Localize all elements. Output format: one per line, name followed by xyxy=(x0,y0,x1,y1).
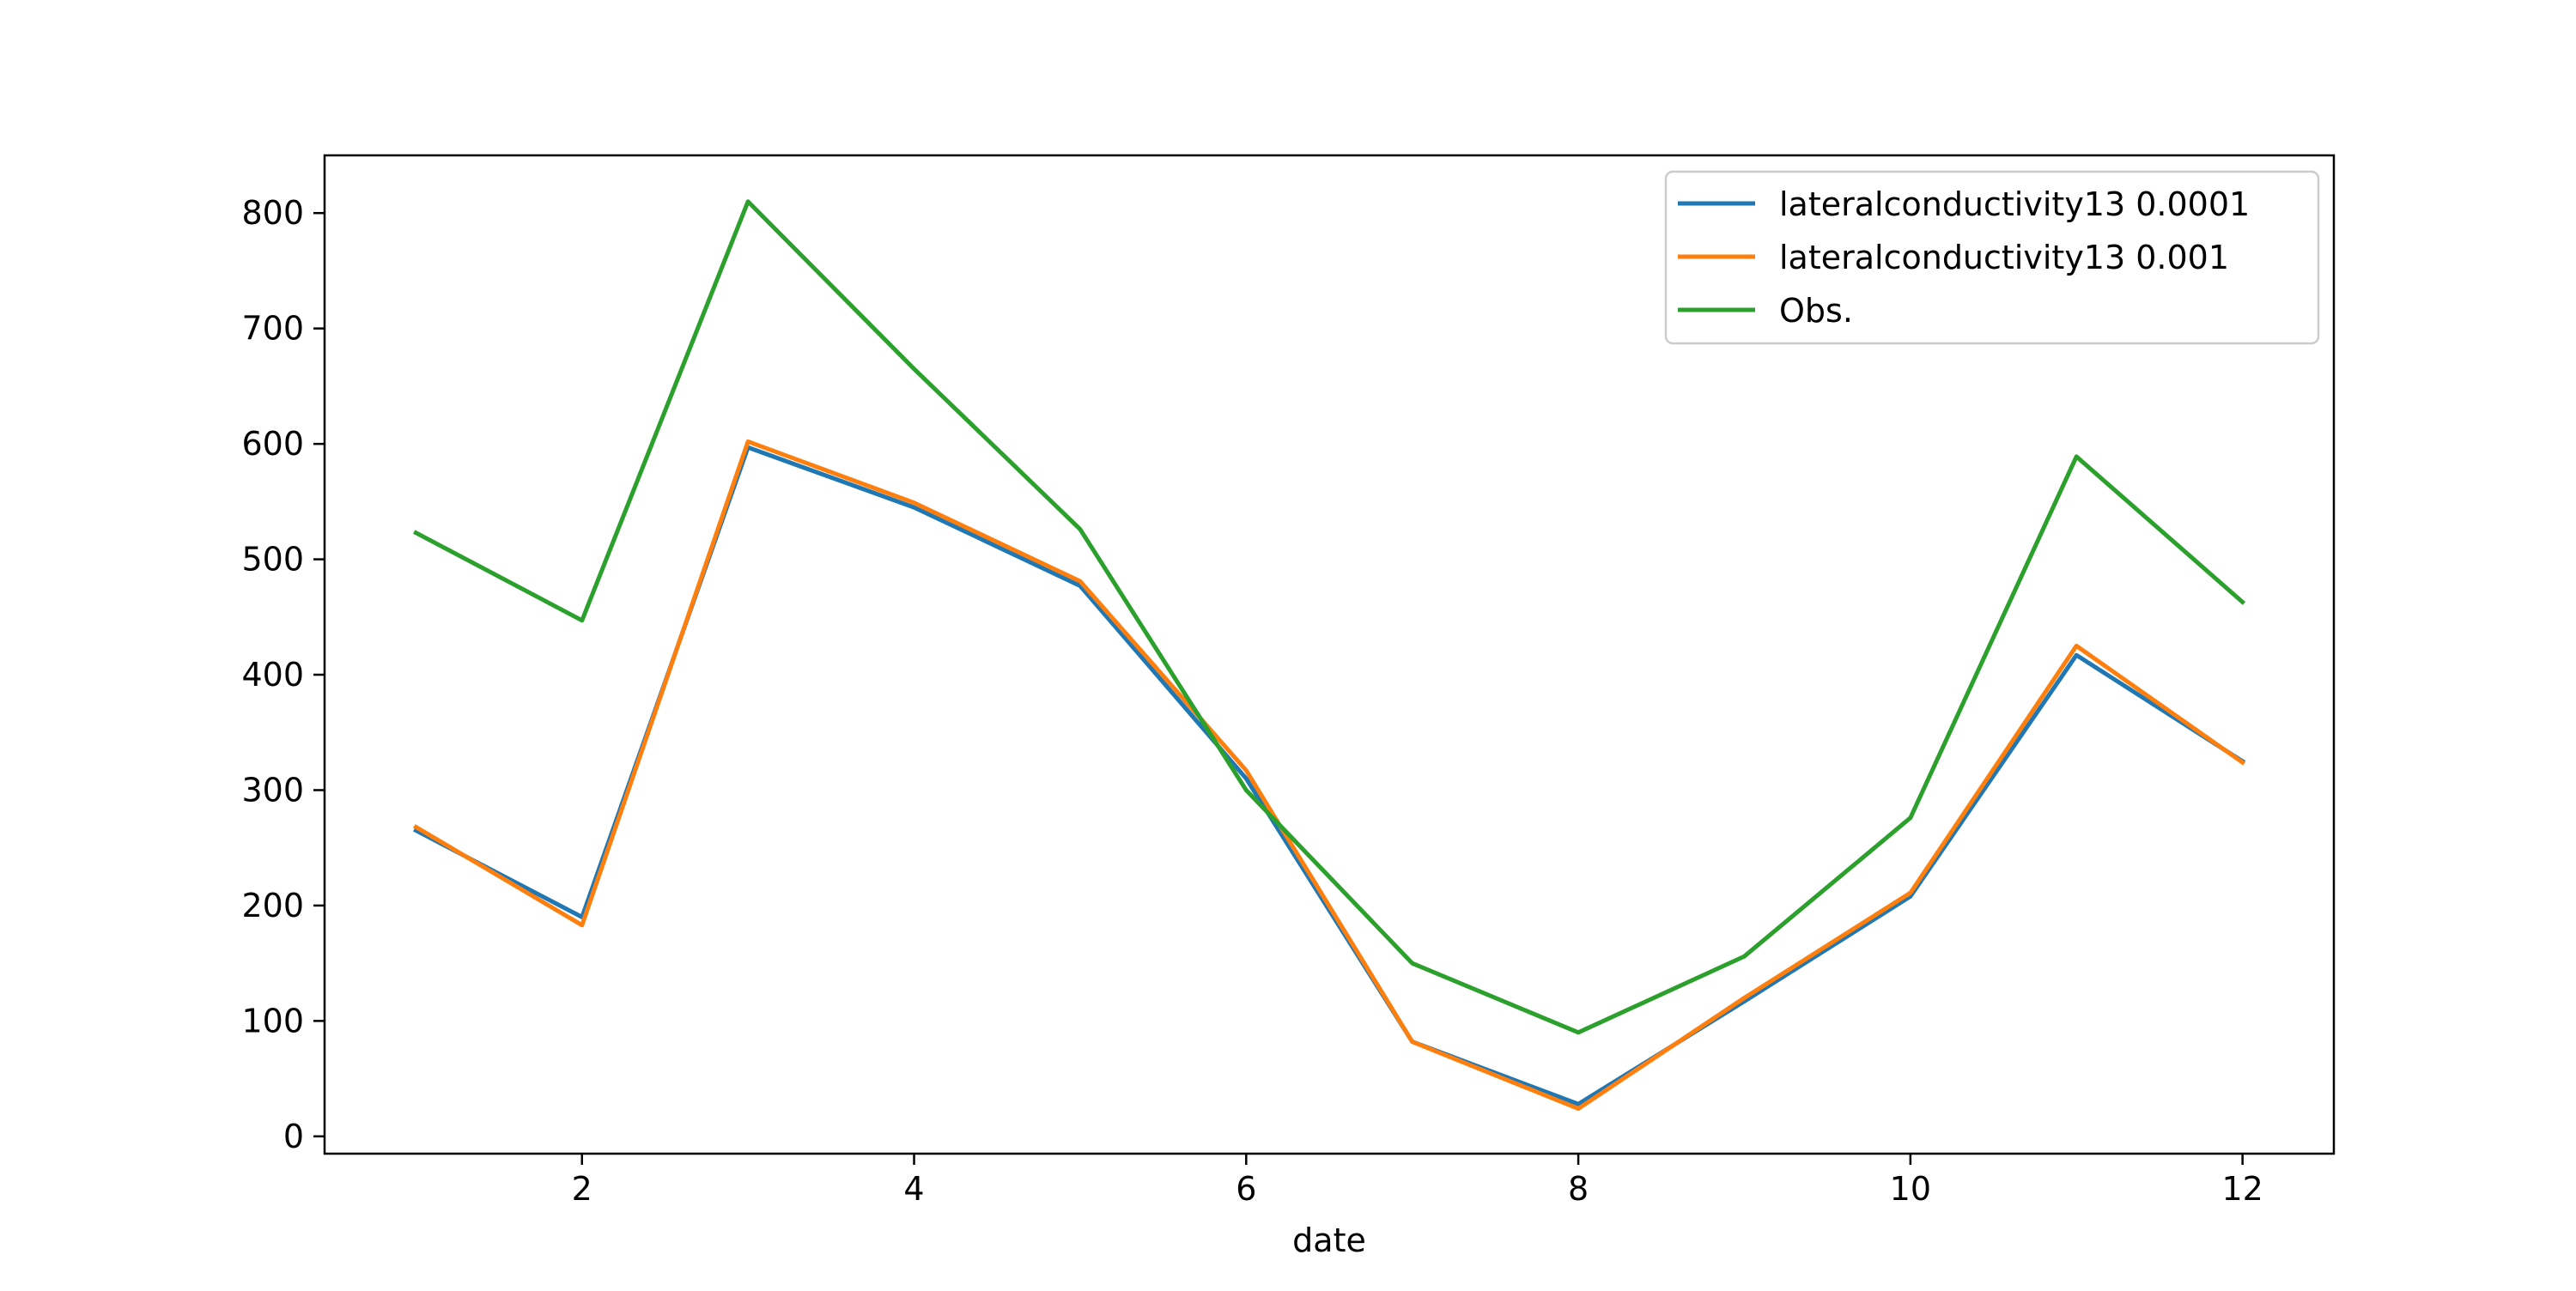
legend-box xyxy=(1664,170,2320,345)
x-tick-label: 2 xyxy=(572,1170,592,1208)
y-tick-label: 400 xyxy=(241,656,304,694)
y-tick-label: 200 xyxy=(241,887,304,924)
y-tick-label: 300 xyxy=(241,771,304,809)
axes-layer: 2 4 6 8 10 12 0 100 200 300 400 500 600 700 800 date xyxy=(241,154,2336,1259)
x-tick-label: 6 xyxy=(1236,1170,1256,1208)
y-tick-label: 800 xyxy=(241,194,304,232)
y-tick-label: 100 xyxy=(241,1002,304,1039)
series-layer xyxy=(412,199,2246,1112)
legend-label-2: Obs. xyxy=(1779,292,1853,330)
series-line-1 xyxy=(412,439,2246,1112)
y-tick-label: 500 xyxy=(241,541,304,579)
legend-label-0: lateralconductivity13 0.0001 xyxy=(1779,185,2250,223)
legend: lateralconductivity13 0.0001 lateralcondu… xyxy=(1664,170,2320,345)
x-axis-label: date xyxy=(1292,1221,1366,1259)
x-tick-label: 10 xyxy=(1890,1170,1931,1208)
x-tick-label: 12 xyxy=(2221,1170,2263,1208)
plot-frame xyxy=(323,154,2336,1155)
legend-label-1: lateralconductivity13 0.001 xyxy=(1779,239,2229,276)
y-tick-label: 600 xyxy=(241,425,304,463)
y-tick-label: 0 xyxy=(283,1118,304,1155)
y-tick-label: 700 xyxy=(241,310,304,348)
x-tick-label: 8 xyxy=(1568,1170,1589,1208)
x-tick-label: 4 xyxy=(903,1170,924,1208)
series-line-2 xyxy=(413,199,2246,1035)
